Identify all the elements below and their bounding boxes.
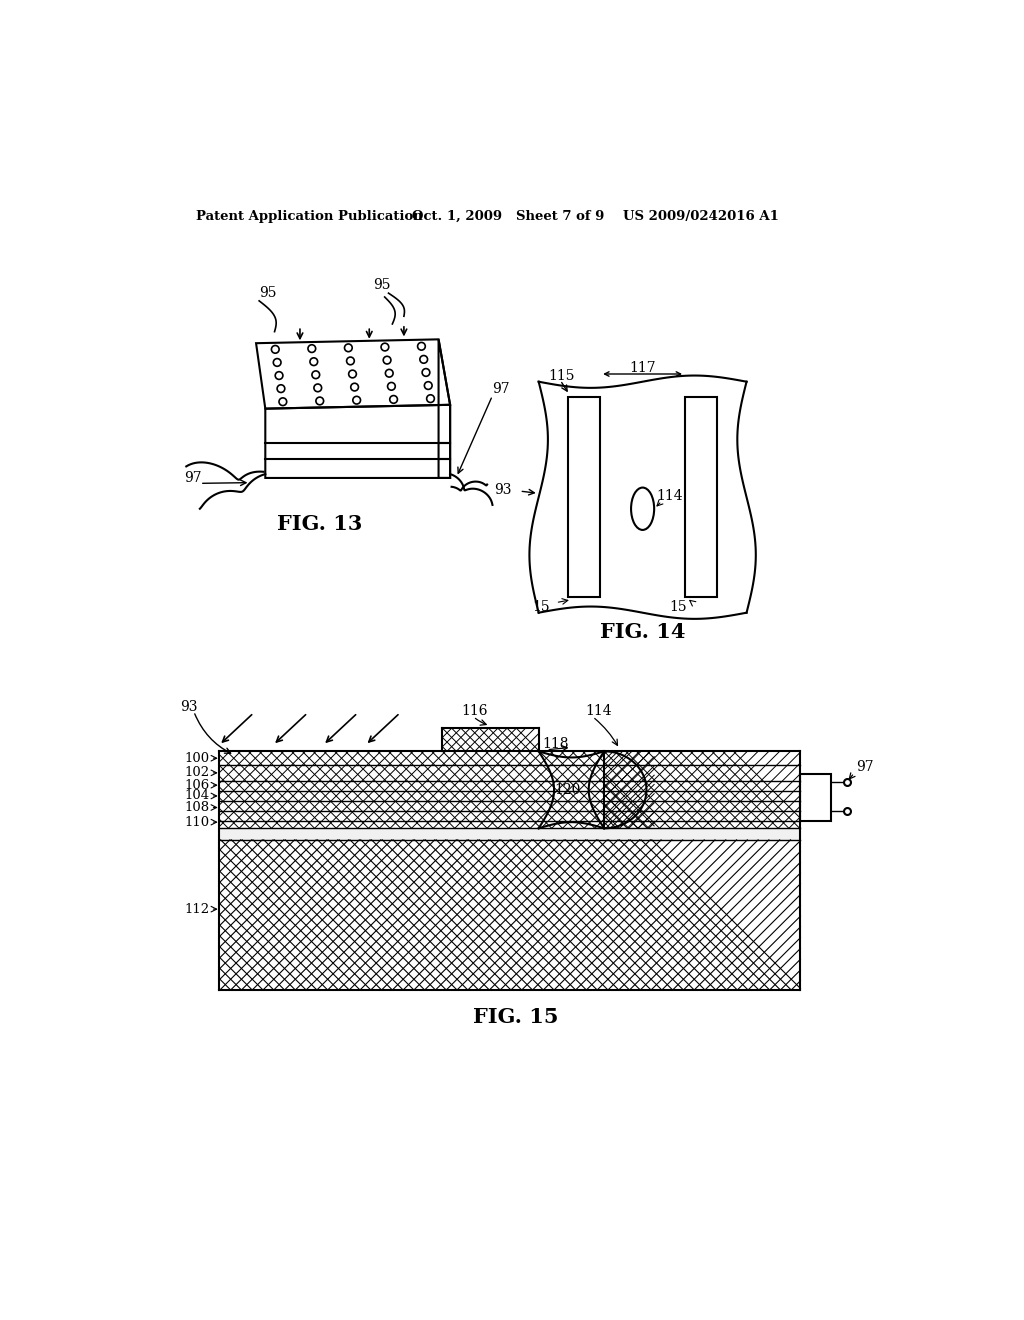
Text: 115: 115 [549,368,575,383]
Text: 95: 95 [373,279,390,293]
Text: 15: 15 [670,599,687,614]
Text: 97: 97 [856,760,873,774]
Text: 100: 100 [184,751,210,764]
Text: FIG. 14: FIG. 14 [600,622,685,642]
Text: 95: 95 [259,286,276,300]
Text: 112: 112 [184,903,210,916]
Text: 93: 93 [494,483,512,496]
Text: Oct. 1, 2009   Sheet 7 of 9: Oct. 1, 2009 Sheet 7 of 9 [412,210,604,223]
Text: 117: 117 [630,360,656,375]
Text: 114: 114 [656,488,683,503]
Text: 97: 97 [493,383,510,396]
Text: 102: 102 [184,767,210,779]
Text: 97: 97 [184,471,202,484]
Text: FIG. 15: FIG. 15 [473,1007,558,1027]
Text: 116: 116 [462,705,488,718]
Text: 118: 118 [543,737,569,751]
Text: FIG. 13: FIG. 13 [276,515,361,535]
Text: 106: 106 [184,779,210,792]
Text: 108: 108 [184,801,210,814]
Text: 104: 104 [184,789,210,803]
Polygon shape [801,775,831,821]
Text: US 2009/0242016 A1: US 2009/0242016 A1 [624,210,779,223]
Text: 114: 114 [585,705,611,718]
Text: 110: 110 [184,816,210,829]
Text: Patent Application Publication: Patent Application Publication [196,210,423,223]
Text: 93: 93 [180,700,198,714]
Text: 15: 15 [532,599,550,614]
Text: 120: 120 [554,783,581,797]
